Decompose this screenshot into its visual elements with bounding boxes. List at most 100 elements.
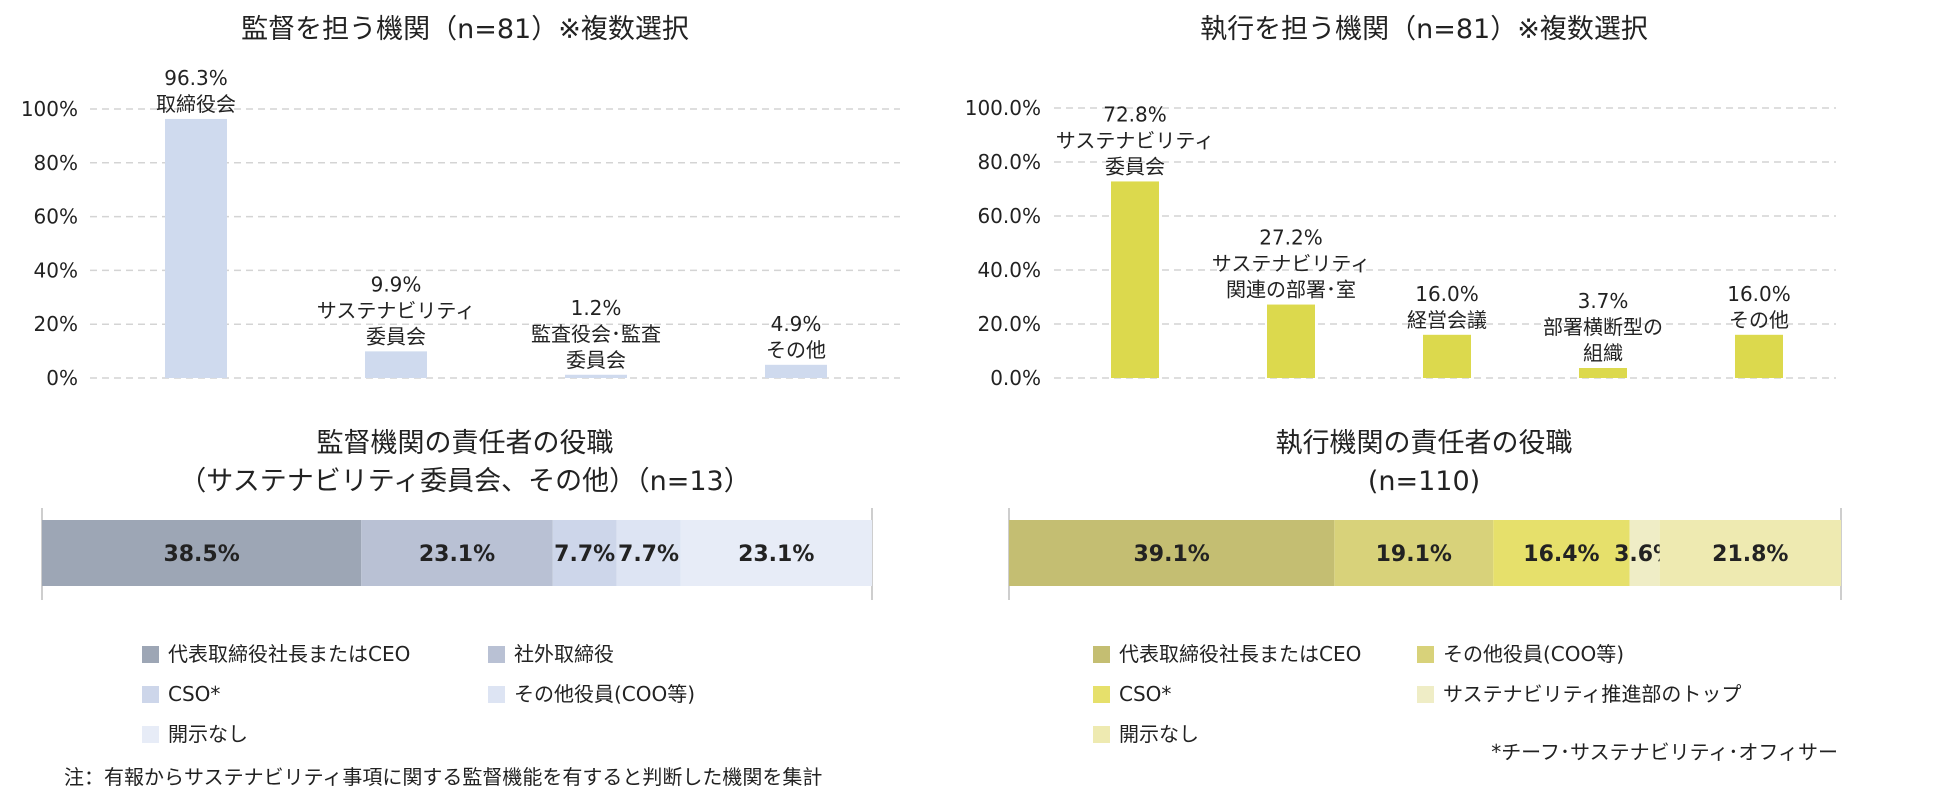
y-tick-label: 60%: [34, 205, 78, 229]
category-label: サステナビリティ: [317, 298, 475, 322]
bar: [765, 364, 827, 378]
data-label: 4.9%: [771, 312, 822, 336]
segment-label: 7.7%: [554, 542, 615, 567]
legend-label: CSO*: [1119, 682, 1171, 706]
segment-label: 19.1%: [1376, 542, 1452, 567]
segment: [1629, 520, 1660, 586]
chart-title-line-2: (n=110): [1368, 466, 1480, 497]
segment-label: 23.1%: [419, 542, 495, 567]
segment: [1493, 520, 1630, 586]
data-label: 9.9%: [371, 272, 422, 296]
segment-label: 7.7%: [618, 542, 679, 567]
bar: [1111, 181, 1159, 378]
bars: [1111, 181, 1783, 378]
category-label: 部署横断型の: [1543, 315, 1663, 339]
legend-label: その他役員(COO等): [514, 682, 695, 706]
data-label: 72.8%: [1103, 102, 1167, 126]
category-label: サステナビリティ: [1212, 252, 1370, 276]
legend-swatch: [1417, 646, 1434, 663]
legend-label: 社外取締役: [514, 642, 614, 666]
category-label: サステナビリティ: [1056, 128, 1214, 152]
legend-label: CSO*: [168, 682, 220, 706]
legend: 代表取締役社長またはCEO その他役員(COO等) CSO* サステナビリティ推進部の…: [1093, 642, 1741, 746]
category-label: 取締役会: [156, 92, 236, 116]
segment: [552, 520, 617, 586]
y-axis: 0.0% 20.0% 40.0% 60.0% 80.0% 100.0%: [965, 96, 1041, 390]
segments: 39.1% 19.1% 16.4% 3.6% 21.8%: [1009, 520, 1841, 586]
y-tick-label: 20.0%: [977, 312, 1041, 336]
execution-bar-chart: 執行を担う機関（n=81）※複数選択 0.0% 20.0% 40.0% 60.0% 80…: [965, 14, 1836, 390]
category-label: 関連の部署･室: [1226, 278, 1356, 302]
chart-title: 監督を担う機関（n=81）※複数選択: [241, 14, 689, 45]
bar: [1735, 334, 1783, 378]
segment: [361, 520, 553, 586]
category-label: その他: [1729, 308, 1789, 332]
bar: [565, 374, 627, 378]
data-label: 3.7%: [1578, 289, 1629, 313]
bar: [365, 351, 427, 378]
segment: [1659, 520, 1841, 586]
bar: [165, 118, 227, 378]
segment-label: 38.5%: [163, 542, 239, 567]
supervision-head-stacked-bar: 監督機関の責任者の役職 （サステナビリティ委員会、その他）（n=13） 38.5…: [41, 428, 873, 746]
data-labels: 取締役会96.3%委員会サステナビリティ9.9%委員会監査役会･監査1.2%その…: [156, 66, 826, 372]
legend-swatch: [1093, 646, 1110, 663]
y-tick-label: 40.0%: [977, 258, 1041, 282]
legend-label: 開示なし: [1119, 722, 1199, 746]
bar: [1267, 304, 1315, 378]
bar: [1579, 368, 1627, 378]
chart-title-line-1: 監督機関の責任者の役職: [317, 428, 614, 459]
execution-head-stacked-bar: 執行機関の責任者の役職 (n=110) 39.1% 19.1% 16.4% 3.6% 2…: [1008, 428, 1842, 746]
segment: [1334, 520, 1494, 586]
category-label: その他: [766, 338, 826, 362]
y-tick-label: 80.0%: [977, 150, 1041, 174]
segment-label: 21.8%: [1712, 542, 1788, 567]
supervision-bar-chart: 監督を担う機関（n=81）※複数選択 0% 20% 40% 60% 80% 100% 取締…: [21, 14, 900, 390]
chart-title-line-2: （サステナビリティ委員会、その他）（n=13）: [179, 466, 750, 497]
legend-label: 代表取締役社長またはCEO: [1119, 642, 1361, 666]
category-label: 経営会議: [1407, 308, 1487, 332]
y-tick-label: 80%: [34, 151, 78, 175]
legend: 代表取締役社長またはCEO 社外取締役 CSO* その他役員(COO等) 開示なし: [142, 642, 695, 746]
category-label: 監査役会･監査: [531, 322, 661, 346]
bar: [1423, 334, 1471, 378]
y-tick-label: 100.0%: [965, 96, 1041, 120]
segment-label: 16.4%: [1523, 542, 1599, 567]
y-axis: 0% 20% 40% 60% 80% 100%: [21, 97, 78, 390]
y-tick-label: 100%: [21, 97, 78, 121]
category-label: 委員会: [1105, 154, 1165, 178]
legend-label: 代表取締役社長またはCEO: [168, 642, 410, 666]
data-label: 1.2%: [571, 296, 622, 320]
legend-swatch: [142, 686, 159, 703]
data-label: 27.2%: [1259, 226, 1323, 250]
legend-swatch: [488, 686, 505, 703]
category-label: 委員会: [366, 324, 426, 348]
bars: [165, 118, 827, 378]
segment-label: 39.1%: [1133, 542, 1209, 567]
segment: [616, 520, 681, 586]
data-labels: 委員会サステナビリティ72.8%関連の部署･室サステナビリティ27.2%経営会議…: [1056, 102, 1791, 365]
chart-title: 執行を担う機関（n=81）※複数選択: [1200, 14, 1648, 45]
data-label: 16.0%: [1415, 282, 1479, 306]
legend-swatch: [1093, 686, 1110, 703]
legend-label: サステナビリティ推進部のトップ: [1443, 682, 1741, 706]
legend-swatch: [488, 646, 505, 663]
data-label: 96.3%: [164, 66, 228, 90]
segment: [680, 520, 872, 586]
y-tick-label: 0.0%: [990, 366, 1041, 390]
chart-title-line-1: 執行機関の責任者の役職: [1276, 428, 1573, 459]
segment: [1009, 520, 1335, 586]
data-label: 16.0%: [1727, 282, 1791, 306]
segment-label: 23.1%: [738, 542, 814, 567]
legend-label: その他役員(COO等): [1443, 642, 1624, 666]
y-tick-label: 40%: [34, 258, 78, 282]
legend-swatch: [1093, 726, 1110, 743]
legend-swatch: [1417, 686, 1434, 703]
y-tick-label: 20%: [34, 312, 78, 336]
segments: 38.5% 23.1% 7.7% 7.7% 23.1%: [42, 520, 872, 586]
category-label: 委員会: [566, 348, 626, 372]
legend-swatch: [142, 646, 159, 663]
legend-swatch: [142, 726, 159, 743]
footnote-right: *チーフ･サステナビリティ･オフィサー: [1491, 740, 1838, 764]
